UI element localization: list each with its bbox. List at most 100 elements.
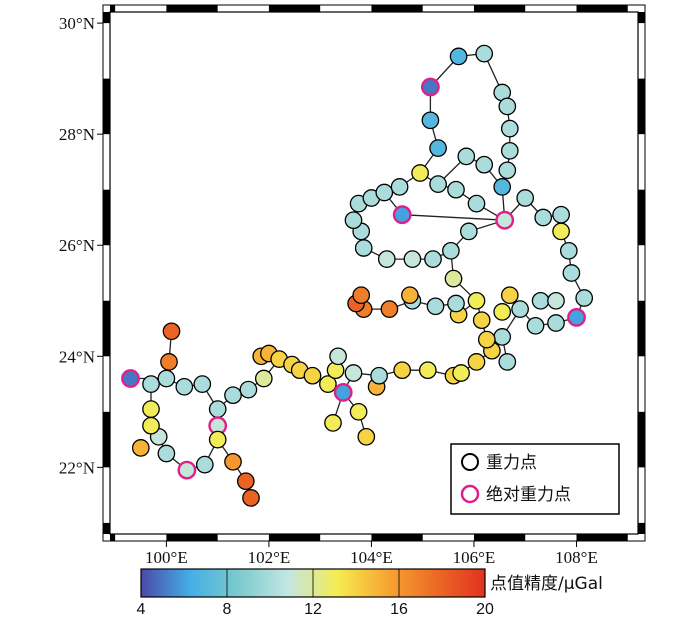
absolute-gravity-station bbox=[333, 382, 353, 402]
gravity-station bbox=[452, 364, 470, 382]
gravity-station bbox=[493, 303, 512, 321]
gravity-station bbox=[344, 211, 363, 230]
gravity-station bbox=[552, 222, 570, 241]
absolute-gravity-station bbox=[177, 460, 197, 480]
legend: 重力点 绝对重力点 bbox=[450, 443, 620, 515]
gravity-station bbox=[498, 161, 517, 180]
gravity-station bbox=[531, 291, 550, 310]
lat-tick-label: 28°N bbox=[59, 125, 95, 144]
gravity-station bbox=[411, 164, 429, 182]
gravity-station bbox=[421, 111, 440, 130]
gravity-station bbox=[418, 361, 437, 380]
lat-tick-label: 30°N bbox=[59, 14, 95, 33]
gravity-station bbox=[142, 375, 160, 393]
absolute-gravity-point-legend-symbol bbox=[460, 484, 480, 504]
gravity-station bbox=[142, 400, 160, 418]
lat-tick-label: 22°N bbox=[59, 458, 95, 477]
lon-tick-label: 108°E bbox=[555, 548, 598, 567]
gravity-station bbox=[380, 300, 399, 318]
gravity-station bbox=[390, 178, 409, 196]
gravity-station bbox=[208, 430, 227, 449]
legend-box bbox=[450, 443, 620, 515]
absolute-gravity-station bbox=[420, 77, 440, 97]
gravity-station bbox=[457, 147, 476, 166]
gravity-station bbox=[208, 400, 227, 418]
gravity-station bbox=[475, 155, 494, 174]
gravity-station bbox=[459, 222, 478, 241]
gravity-station bbox=[193, 375, 212, 393]
gravity-station bbox=[424, 250, 442, 268]
gravity-station bbox=[131, 439, 150, 457]
colorbar-tick-label: 8 bbox=[223, 601, 232, 618]
colorbar-title: 点值精度/μGal bbox=[490, 574, 603, 594]
lon-tick-label: 104°E bbox=[350, 548, 393, 567]
lon-tick-label: 106°E bbox=[453, 548, 496, 567]
colorbar-tick-label: 4 bbox=[137, 601, 146, 618]
survey-route bbox=[437, 155, 503, 188]
absolute-gravity-station bbox=[121, 369, 140, 388]
absolute-gravity-station bbox=[392, 205, 412, 225]
gravity-station bbox=[511, 300, 529, 318]
gravity-station bbox=[449, 47, 468, 66]
gravity-station bbox=[534, 208, 553, 227]
gravity-point-legend-symbol bbox=[461, 453, 479, 471]
gravity-station bbox=[500, 119, 519, 138]
colorbar-tick-label: 16 bbox=[390, 601, 408, 618]
lon-tick-label: 100°E bbox=[145, 548, 188, 567]
gravity-station bbox=[393, 361, 412, 380]
gravity-station bbox=[477, 330, 496, 349]
gravity-station bbox=[142, 416, 160, 435]
gravity-station bbox=[498, 97, 517, 116]
absolute-gravity-station bbox=[567, 307, 586, 327]
gravity-station bbox=[498, 353, 517, 371]
gravity-station bbox=[526, 316, 545, 335]
gravity-station bbox=[354, 239, 373, 257]
gravity-station bbox=[467, 353, 486, 371]
gravity-station bbox=[562, 264, 581, 282]
gravity-station bbox=[242, 489, 260, 507]
gravity-station bbox=[160, 353, 178, 371]
absolute-gravity-point-legend-label: 绝对重力点 bbox=[486, 485, 571, 505]
gravity-station bbox=[224, 452, 242, 471]
lon-tick-label: 102°E bbox=[248, 548, 291, 567]
gravity-station bbox=[552, 205, 570, 224]
gravity-station bbox=[493, 328, 512, 346]
gravity-station bbox=[429, 139, 447, 157]
gravity-station bbox=[349, 402, 368, 421]
lat-tick-label: 24°N bbox=[59, 347, 95, 366]
colorbar: 4 8 12 16 20 点值精度/μGal bbox=[137, 568, 603, 618]
gravity-station bbox=[344, 364, 363, 382]
gravity-station bbox=[236, 472, 255, 491]
gravity-station bbox=[442, 241, 460, 260]
gravity-station bbox=[559, 241, 578, 260]
gravity-station bbox=[224, 386, 242, 405]
gravity-station bbox=[467, 194, 486, 213]
gravity-station bbox=[157, 369, 176, 388]
gravity-station bbox=[303, 366, 322, 385]
gravity-station bbox=[472, 311, 491, 330]
gravity-station bbox=[444, 269, 463, 288]
gravity-stations bbox=[121, 44, 594, 507]
gravity-station bbox=[547, 291, 565, 310]
gravity-station bbox=[547, 314, 565, 332]
gravity-station bbox=[157, 444, 176, 463]
gravity-station bbox=[500, 286, 519, 305]
gravity-station bbox=[401, 286, 419, 305]
axis-tick-labels: 30°N 28°N 26°N 24°N 22°N 100°E 102°E 104°E 106°E… bbox=[59, 14, 598, 567]
gravity-station bbox=[195, 455, 214, 474]
gravity-station bbox=[254, 369, 273, 388]
gravity-station bbox=[426, 297, 445, 316]
gravity-station bbox=[575, 289, 594, 307]
gravity-station bbox=[516, 189, 535, 207]
gravity-station bbox=[375, 183, 394, 202]
gravity-station bbox=[239, 380, 258, 399]
gravity-station bbox=[447, 294, 465, 313]
gravity-station bbox=[403, 250, 422, 268]
gravity-station bbox=[475, 44, 494, 63]
gravity-station bbox=[447, 180, 465, 199]
map-frame bbox=[102, 4, 646, 542]
gravity-station bbox=[467, 291, 486, 310]
gravity-station bbox=[377, 250, 396, 268]
gravity-station bbox=[329, 347, 347, 366]
